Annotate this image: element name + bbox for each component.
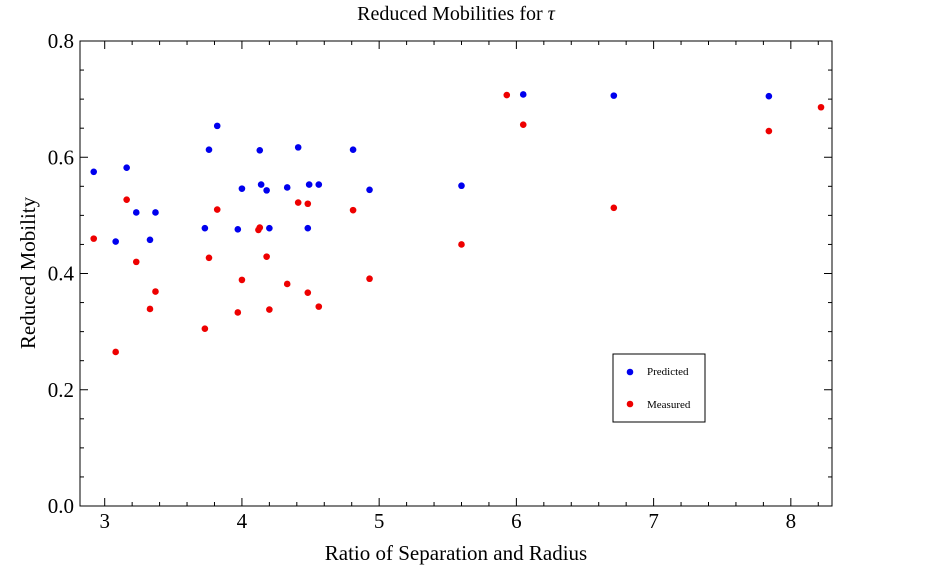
x-tick-label: 3: [99, 509, 110, 533]
point-predicted: [112, 238, 119, 245]
point-measured: [201, 325, 209, 333]
point-predicted: [234, 226, 242, 233]
point-predicted: [205, 146, 213, 153]
point-measured: [610, 204, 618, 212]
point-measured: [238, 276, 246, 284]
plot-frame: [79, 40, 833, 507]
legend-box: [612, 353, 706, 423]
x-tick-label: 8: [786, 509, 797, 533]
point-measured: [266, 306, 273, 313]
series-measured: [90, 91, 825, 356]
point-predicted: [765, 92, 773, 100]
legend-label-measured: Measured: [647, 399, 691, 411]
point-measured: [283, 280, 291, 288]
point-measured: [315, 303, 323, 310]
series-predicted: [90, 91, 773, 245]
point-predicted: [366, 186, 373, 194]
chart-title: Reduced Mobilities for τ: [357, 3, 556, 25]
point-measured: [146, 305, 154, 313]
point-measured: [256, 224, 264, 231]
point-predicted: [349, 146, 357, 153]
point-measured: [304, 200, 312, 208]
point-predicted: [146, 236, 154, 244]
point-measured: [123, 196, 130, 203]
legend-marker-measured: [626, 400, 634, 408]
point-measured: [349, 206, 357, 214]
point-predicted: [458, 182, 465, 190]
x-tick-label: 7: [648, 509, 659, 533]
point-predicted: [304, 224, 312, 232]
point-measured: [205, 254, 213, 262]
point-predicted: [257, 181, 265, 188]
point-predicted: [266, 224, 273, 232]
y-axis-label: Reduced Mobility: [16, 196, 40, 349]
point-predicted: [263, 187, 270, 194]
y-tick-label: 0.4: [48, 262, 75, 286]
point-measured: [366, 275, 373, 283]
chart-title-text: Reduced Mobilities for: [357, 3, 548, 25]
point-predicted: [519, 91, 527, 98]
point-measured: [263, 253, 270, 260]
x-tick-label: 6: [511, 509, 522, 533]
point-measured: [765, 127, 773, 135]
point-predicted: [213, 122, 221, 130]
point-predicted: [610, 92, 618, 99]
y-tick-label: 0.0: [48, 494, 74, 518]
x-tick-label: 4: [237, 509, 248, 533]
point-measured: [234, 309, 242, 316]
point-measured: [90, 235, 98, 242]
axis-ticks: 3 4 5 6 7 8 0.0 0.2 0.4 0.6 0.8: [48, 29, 832, 533]
legend-label-predicted: Predicted: [647, 366, 689, 378]
point-measured: [304, 289, 312, 296]
legend-marker-predicted: [626, 368, 634, 376]
x-axis-label: Ratio of Separation and Radius: [325, 541, 587, 565]
point-predicted: [132, 209, 140, 216]
data-points: [90, 91, 825, 356]
chart-title-symbol: τ: [548, 3, 556, 25]
point-measured: [817, 103, 825, 111]
point-predicted: [305, 181, 313, 188]
point-measured: [152, 288, 159, 295]
point-predicted: [238, 185, 246, 192]
point-measured: [294, 199, 302, 206]
point-measured: [519, 121, 527, 128]
x-tick-label: 5: [374, 509, 385, 533]
legend: Predicted Measured: [612, 353, 706, 423]
point-predicted: [90, 168, 98, 176]
point-predicted: [294, 144, 302, 151]
point-predicted: [123, 164, 130, 172]
y-tick-label: 0.2: [48, 378, 74, 402]
point-predicted: [256, 146, 264, 154]
point-measured: [132, 258, 140, 266]
y-tick-label: 0.8: [48, 29, 74, 53]
point-measured: [503, 91, 511, 99]
y-tick-label: 0.6: [48, 145, 74, 169]
point-measured: [213, 206, 221, 213]
point-predicted: [201, 224, 209, 232]
point-predicted: [315, 181, 323, 188]
point-measured: [458, 241, 465, 248]
point-predicted: [283, 184, 291, 191]
point-predicted: [152, 209, 159, 216]
point-measured: [112, 348, 119, 356]
